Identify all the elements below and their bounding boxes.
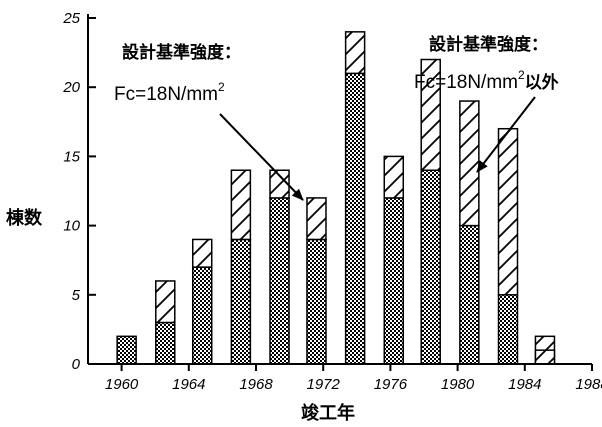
bar-segment-1-8 [420,58,441,171]
x-tick-label-7: 1988 [575,376,602,393]
bar-segment-0-3 [230,238,252,365]
x-tick-label-5: 1980 [441,376,475,393]
x-tick-label-3: 1972 [307,376,341,393]
ticks-group: 0 5 10 15 20 25 1960 1964 1968 1972 1976 1980 1984 19… [62,10,602,393]
annotation-fc18-arrow [219,113,304,201]
bar-segment-0-5 [306,238,327,365]
bar-segment-0-1 [155,321,176,365]
bar-segment-1-10 [497,127,519,296]
bar-segment-1-2 [191,238,213,268]
bar-segment-1-5 [306,197,327,241]
annotation-fc18-other-title: 設計基準強度： [429,34,548,55]
axes-group [87,14,592,365]
bar-segment-1-7 [383,155,405,199]
annotation-fc18-other: 設計基準強度： Fc=18N/mm2以外 [414,34,559,173]
bar-segment-1-1 [155,280,176,324]
y-tick-label-2: 10 [63,218,80,235]
annotation-fc18-value: Fc=18N/mm2 [114,80,225,105]
x-tick-label-1: 1964 [172,376,205,393]
x-tick-label-0: 1960 [105,376,139,393]
bar-segment-0-4 [269,197,290,365]
annotation-fc18-other-arrow [476,96,536,173]
y-axis-label: 棟数 [6,207,43,229]
x-tick-label-6: 1984 [508,376,541,393]
bar-segment-0-8 [420,169,441,365]
bar-segment-1-6 [344,31,366,75]
bars-group [116,31,556,365]
annotation-fc18-other-value: Fc=18N/mm2以外 [414,68,559,93]
bar-segment-1-9 [459,100,480,227]
y-tick-label-5: 25 [62,10,80,27]
bar-segment-0-10 [497,294,519,365]
bar-segment-0-0 [116,335,137,365]
bar-segment-0-9 [459,224,480,365]
x-tick-label-4: 1976 [374,376,408,393]
bar-segment-0-6 [344,72,366,365]
y-tick-label-0: 0 [72,356,81,373]
x-axis-label: 竣工年 [301,402,355,424]
annotation-fc18: 設計基準強度： Fc=18N/mm2 [114,42,304,201]
y-tick-label-4: 20 [62,79,80,96]
x-tick-label-2: 1968 [239,376,273,393]
bar-segment-0-7 [383,197,405,365]
y-tick-label-3: 15 [63,148,80,165]
bar-segment-0-2 [191,266,213,365]
annotation-fc18-title: 設計基準強度： [122,42,241,63]
bar-segment-extra [534,349,556,365]
bar-segment-1-3 [230,169,252,241]
y-tick-label-1: 5 [72,287,81,304]
